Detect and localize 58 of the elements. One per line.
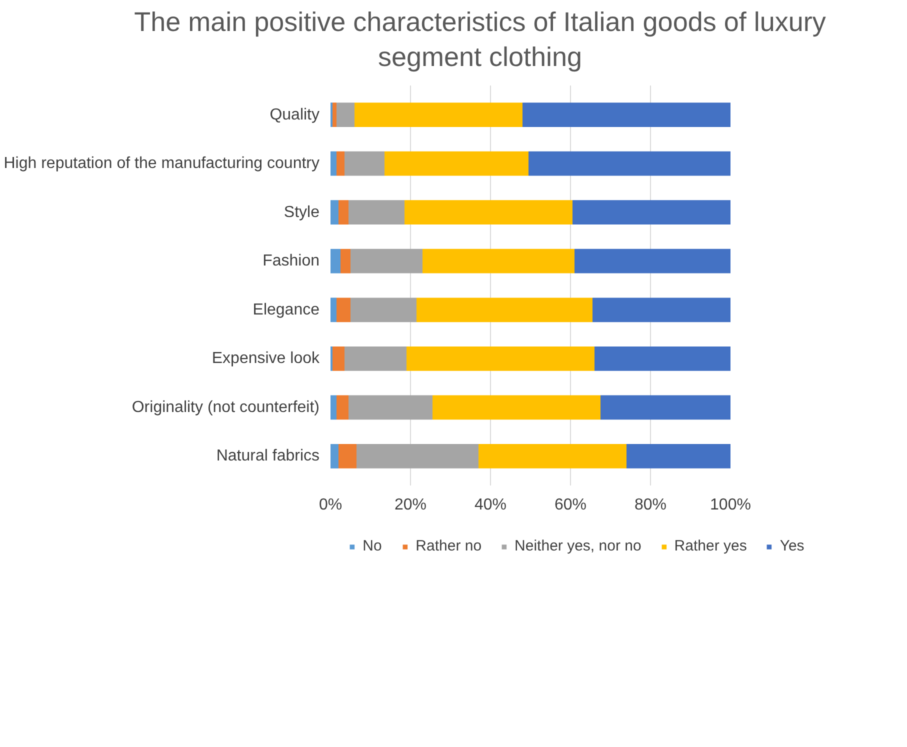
y-tick-label: Natural fabrics <box>216 448 320 465</box>
legend-label: Rather yes <box>674 538 747 555</box>
bar <box>478 444 626 469</box>
bar <box>344 346 406 372</box>
x-tick-label: 60% <box>554 496 587 514</box>
bar <box>432 395 600 420</box>
bar <box>344 152 384 176</box>
y-tick-label: Style <box>284 204 320 222</box>
bar <box>338 200 348 225</box>
bar <box>384 152 528 176</box>
bar <box>416 298 592 322</box>
x-tick-label: 80% <box>634 496 667 514</box>
y-tick-label: Elegance <box>252 302 320 319</box>
bar <box>356 444 478 469</box>
bar <box>572 200 730 225</box>
x-tick-label: 20% <box>394 496 427 514</box>
bar <box>574 249 730 274</box>
bar <box>336 298 350 322</box>
bar <box>330 152 336 176</box>
bar <box>348 200 404 225</box>
x-tick-label: 40% <box>474 496 507 514</box>
y-tick-label: High reputation of the manufacturing country <box>4 155 320 172</box>
bar <box>422 249 574 274</box>
y-tick-label: Originality (not counterfeit) <box>132 399 320 416</box>
bar <box>600 395 730 420</box>
chart-title: The main positive characteristics of Italian goods of luxury segment clothing <box>133 6 827 74</box>
x-tick-label: 0% <box>318 496 342 514</box>
y-tick-label: Quality <box>270 106 320 124</box>
bar <box>348 395 432 420</box>
y-tick-label: Expensive look <box>212 350 320 368</box>
bar <box>350 249 422 274</box>
bar <box>522 102 730 128</box>
bar <box>332 102 336 128</box>
bar <box>340 249 350 274</box>
y-tick-label: Fashion <box>262 252 320 270</box>
bar <box>594 346 730 372</box>
bar <box>330 249 340 274</box>
x-tick-label: 100% <box>710 496 751 514</box>
bar <box>404 200 572 225</box>
bar <box>626 444 730 469</box>
bar <box>336 395 348 420</box>
legend-label: Rather no <box>416 538 482 555</box>
bar <box>336 102 354 128</box>
bar <box>338 444 356 469</box>
bar <box>330 298 336 322</box>
bar <box>592 298 730 322</box>
bar <box>330 444 338 469</box>
legend-label: No <box>362 538 383 555</box>
bar <box>332 346 344 372</box>
bar <box>336 152 344 176</box>
bar <box>528 152 730 176</box>
bar <box>406 346 594 372</box>
bar <box>350 298 416 322</box>
bar <box>330 395 336 420</box>
bar <box>330 200 338 225</box>
bar <box>354 102 522 128</box>
legend-label: Neither yes, nor no <box>514 538 642 555</box>
legend-label: Yes <box>780 538 804 555</box>
